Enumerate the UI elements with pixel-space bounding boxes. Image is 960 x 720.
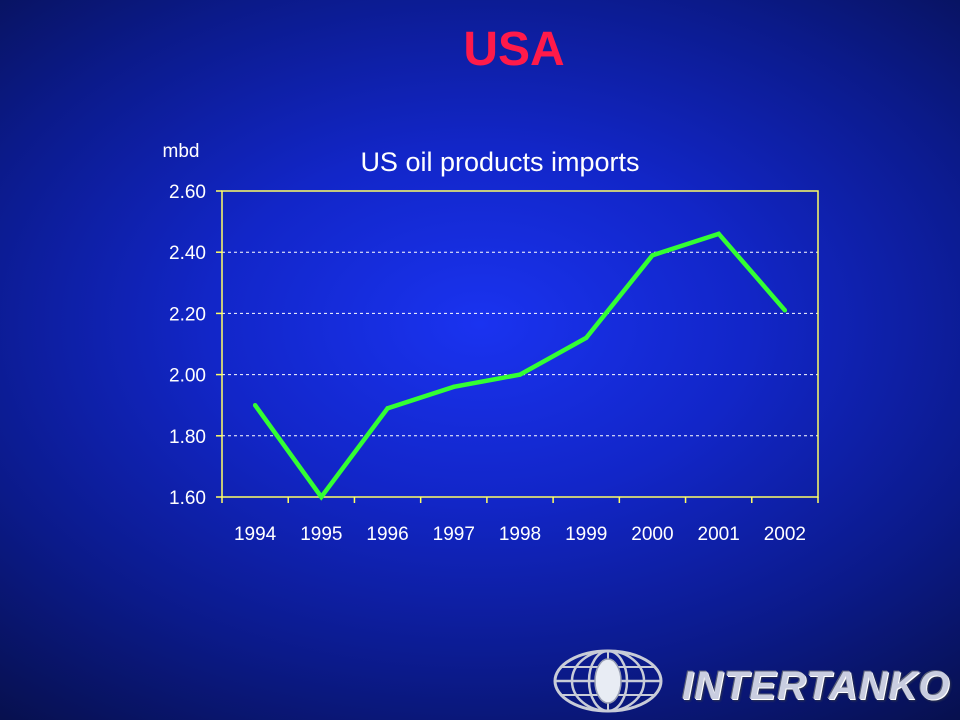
data-point [716,231,721,237]
x-tick-label: 1998 [499,524,541,545]
data-point [584,335,589,341]
x-tick-label: 1994 [234,524,277,545]
y-axis-ticks: 1.60 1.80 2.00 2.20 2.40 2.60 [169,182,222,509]
x-axis-ticks: 1994 1995 1996 1997 1998 1999 2000 2001 2002 [221,497,819,545]
plot-area-border [221,190,819,498]
data-point [319,494,324,500]
x-tick-label: 1997 [433,524,475,545]
x-tick-label: 2000 [631,524,673,545]
y-tick-label: 2.40 [169,243,206,264]
x-tick-label: 2001 [698,524,740,545]
y-tick-label: 2.00 [169,366,206,387]
y-tick-label: 2.60 [169,182,206,203]
data-point [517,372,523,377]
logo-text: INTERTANKO [682,664,951,708]
data-point [385,406,390,411]
data-point [252,403,258,408]
series-line [253,231,787,501]
y-tick-label: 1.60 [169,488,206,509]
gridlines [222,251,818,437]
y-axis-label: mbd [163,141,200,162]
y-tick-label: 1.80 [169,427,206,448]
x-tick-label: 1996 [366,524,408,545]
slide-title: USA [463,23,565,76]
data-point [650,253,655,258]
x-tick-label: 1995 [300,524,342,545]
y-tick-label: 2.20 [169,304,206,325]
x-tick-label: 1999 [565,524,607,545]
x-tick-label: 2002 [764,524,806,545]
data-point [782,308,788,313]
data-point [451,384,456,390]
series-group [252,231,788,501]
globe-icon [553,649,663,713]
chart-title: US oil products imports [360,147,639,177]
